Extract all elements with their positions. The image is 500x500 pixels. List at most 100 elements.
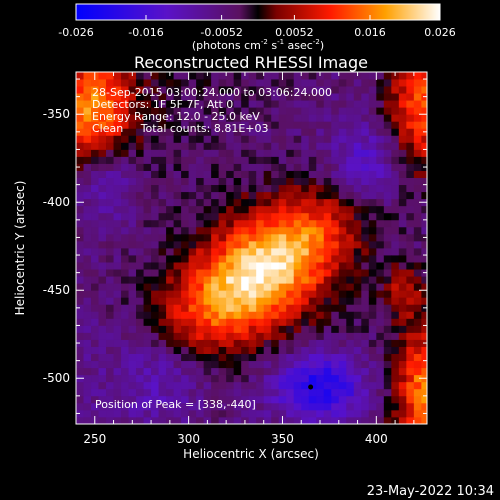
heatmap-pixel: [248, 290, 257, 298]
heatmap-pixel: [83, 233, 92, 242]
heatmap-pixel: [196, 388, 205, 397]
heatmap-pixel: [128, 128, 137, 136]
heatmap-pixel: [256, 311, 265, 319]
heatmap-pixel: [368, 86, 377, 94]
heatmap-pixel: [106, 191, 114, 200]
heatmap-pixel: [263, 149, 272, 157]
heatmap-pixel: [308, 353, 317, 362]
heatmap-pixel: [421, 381, 427, 390]
heatmap-pixel: [398, 128, 407, 136]
heatmap-pixel: [203, 226, 212, 235]
heatmap-pixel: [286, 233, 295, 242]
heatmap-pixel: [151, 248, 159, 256]
heatmap-pixel: [211, 226, 220, 235]
heatmap-pixel: [368, 374, 377, 383]
heatmap-pixel: [278, 297, 287, 305]
heatmap-pixel: [151, 402, 159, 411]
heatmap-pixel: [413, 262, 422, 270]
heatmap-pixel: [263, 269, 272, 277]
heatmap-pixel: [316, 381, 325, 390]
heatmap-pixel: [331, 233, 340, 242]
heatmap-pixel: [181, 177, 190, 186]
heatmap-pixel: [368, 191, 377, 200]
heatmap-pixel: [398, 226, 407, 235]
heatmap-pixel: [233, 318, 242, 326]
heatmap-pixel: [278, 135, 287, 143]
heatmap-pixel: [331, 72, 340, 80]
heatmap-pixel: [241, 170, 250, 178]
heatmap-pixel: [226, 205, 235, 214]
heatmap-pixel: [241, 262, 250, 270]
heatmap-pixel: [91, 262, 99, 270]
heatmap-pixel: [271, 163, 280, 171]
heatmap-pixel: [383, 79, 392, 87]
heatmap-pixel: [413, 269, 422, 277]
heatmap-pixel: [376, 269, 385, 277]
heatmap-pixel: [241, 128, 250, 136]
heatmap-pixel: [286, 255, 295, 263]
heatmap-pixel: [158, 226, 167, 235]
heatmap-pixel: [188, 149, 197, 157]
heatmap-pixel: [346, 416, 355, 424]
heatmap-pixel: [128, 353, 137, 362]
heatmap-pixel: [151, 360, 159, 369]
heatmap-pixel: [316, 128, 325, 136]
heatmap-pixel: [286, 332, 295, 340]
heatmap-pixel: [203, 128, 212, 136]
heatmap-pixel: [181, 255, 190, 263]
heatmap-pixel: [323, 163, 332, 171]
heatmap-pixel: [248, 346, 257, 354]
heatmap-pixel: [233, 381, 242, 390]
heatmap-pixel: [331, 395, 340, 404]
heatmap-pixel: [413, 233, 422, 242]
heatmap-pixel: [196, 360, 205, 369]
heatmap-pixel: [136, 283, 144, 291]
heatmap-pixel: [113, 332, 122, 340]
heatmap-pixel: [121, 177, 129, 186]
heatmap-pixel: [278, 212, 287, 221]
heatmap-pixel: [263, 100, 272, 108]
heatmap-pixel: [383, 240, 392, 249]
heatmap-pixel: [271, 276, 280, 284]
heatmap-pixel: [376, 212, 385, 221]
heatmap-pixel: [188, 219, 197, 228]
heatmap-pixel: [263, 191, 272, 200]
heatmap-pixel: [188, 240, 197, 249]
heatmap-pixel: [151, 149, 159, 157]
heatmap-pixel: [196, 240, 205, 249]
heatmap-pixel: [316, 205, 325, 214]
y-tick-label: -400: [43, 195, 70, 209]
heatmap-pixel: [398, 170, 407, 178]
heatmap-pixel: [106, 226, 114, 235]
heatmap-pixel: [143, 219, 152, 228]
heatmap-pixel: [346, 402, 355, 411]
heatmap-pixel: [158, 191, 167, 200]
heatmap-pixel: [421, 212, 427, 221]
heatmap-pixel: [181, 381, 190, 390]
heatmap-pixel: [383, 72, 392, 80]
heatmap-pixel: [181, 212, 190, 221]
heatmap-pixel: [173, 128, 182, 136]
heatmap-pixel: [263, 135, 272, 143]
heatmap-pixel: [218, 233, 227, 242]
heatmap-pixel: [83, 381, 92, 390]
heatmap-pixel: [241, 395, 250, 404]
heatmap-pixel: [196, 72, 205, 80]
heatmap-pixel: [421, 395, 427, 404]
heatmap-pixel: [361, 332, 370, 340]
heatmap-pixel: [338, 353, 347, 362]
heatmap-pixel: [166, 262, 175, 270]
heatmap-pixel: [113, 191, 122, 200]
heatmap-pixel: [413, 374, 422, 383]
heatmap-pixel: [181, 86, 190, 94]
heatmap-pixel: [256, 121, 265, 129]
heatmap-pixel: [346, 212, 355, 221]
heatmap-pixel: [376, 283, 385, 291]
heatmap-pixel: [406, 177, 415, 186]
heatmap-pixel: [406, 339, 415, 347]
heatmap-pixel: [383, 311, 392, 319]
heatmap-pixel: [271, 128, 280, 136]
heatmap-pixel: [316, 248, 325, 256]
heatmap-pixel: [368, 367, 377, 376]
heatmap-pixel: [383, 395, 392, 404]
